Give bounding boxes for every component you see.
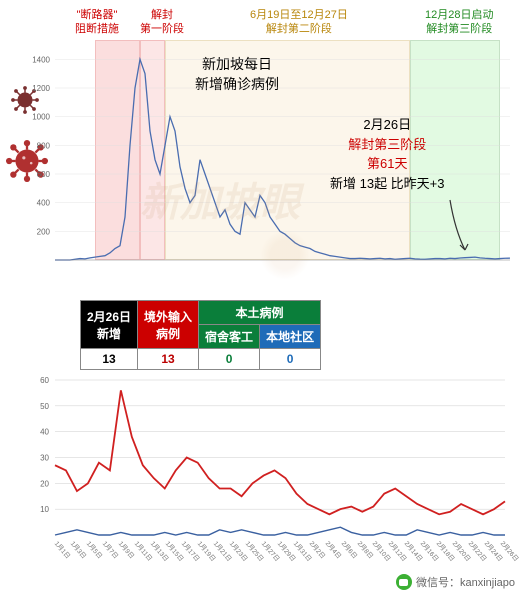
bottom-x-labels: 1月1日1月3日1月5日1月7日1月9日1月11日1月13日1月15日1月17日… [55, 540, 510, 550]
svg-text:1400: 1400 [32, 55, 50, 64]
th-dorm: 宿舍客工 [199, 325, 260, 349]
svg-text:30: 30 [40, 454, 49, 463]
th-date: 2月26日 新增 [81, 301, 138, 349]
callout-arrow [420, 195, 480, 260]
bottom-chart: 10 20 30 40 50 60 [25, 370, 515, 560]
svg-text:50: 50 [40, 402, 49, 411]
top-chart: "断路器"阻断措施解封第一阶段6月19日至12月27日解封第二阶段12月28日启… [0, 0, 525, 290]
th-local: 本土病例 [199, 301, 321, 325]
svg-text:40: 40 [40, 428, 49, 437]
td-imported: 13 [138, 349, 199, 370]
td-dorm: 0 [199, 349, 260, 370]
svg-text:600: 600 [37, 170, 51, 179]
svg-text:60: 60 [40, 376, 49, 385]
td-total: 13 [81, 349, 138, 370]
footer: 微信号：kanxinjiapo [396, 574, 515, 590]
svg-text:400: 400 [37, 199, 51, 208]
svg-text:1000: 1000 [32, 113, 50, 122]
wechat-icon [396, 574, 412, 590]
svg-text:1200: 1200 [32, 84, 50, 93]
footer-text: 微信号：kanxinjiapo [416, 574, 515, 590]
th-imported: 境外输入 病例 [138, 301, 199, 349]
th-community: 本地社区 [260, 325, 321, 349]
summary-table: 2月26日 新增 境外输入 病例 本土病例 宿舍客工 本地社区 13 13 0 … [80, 300, 321, 370]
svg-text:200: 200 [37, 227, 51, 236]
svg-text:20: 20 [40, 479, 49, 488]
td-community: 0 [260, 349, 321, 370]
svg-text:10: 10 [40, 505, 49, 514]
svg-text:800: 800 [37, 141, 51, 150]
